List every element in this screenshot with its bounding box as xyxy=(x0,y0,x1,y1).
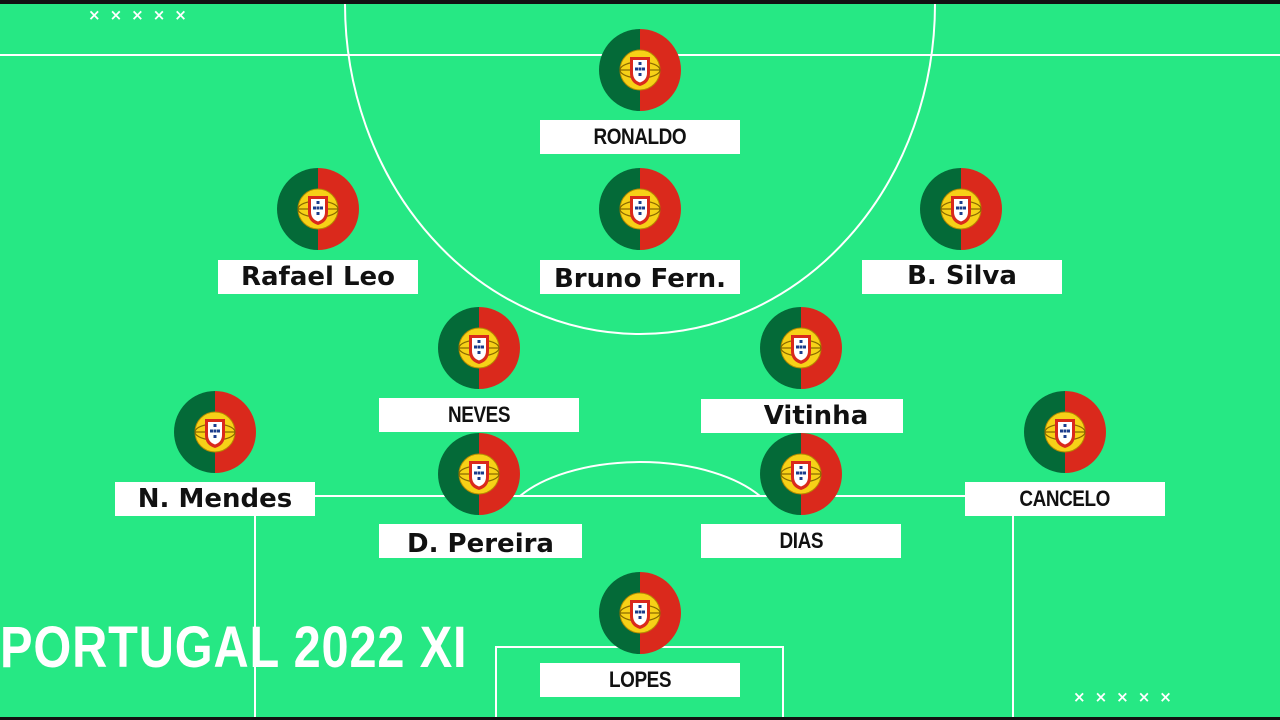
portugal-flag-icon xyxy=(920,168,1002,250)
portugal-flag-icon xyxy=(277,168,359,250)
portugal-flag-icon xyxy=(438,433,520,515)
bottom-border xyxy=(0,717,1280,720)
player-label-bernardo-silva: B. Silva xyxy=(862,260,1062,294)
player-label-vitinha: Vitinha xyxy=(701,399,903,433)
decorative-crosses-bottom: ××××× xyxy=(1073,688,1181,706)
portugal-flag-icon xyxy=(599,168,681,250)
decorative-crosses-top: ××××× xyxy=(88,6,196,24)
player-label-lopes: LOPES xyxy=(540,663,740,697)
portugal-flag-icon xyxy=(760,307,842,389)
player-label-neves: NEVES xyxy=(379,398,579,432)
penalty-arc xyxy=(519,461,761,497)
player-label-bruno-fernandes: Bruno Fern. xyxy=(540,260,740,294)
portugal-flag-icon xyxy=(599,29,681,111)
player-label-danilo-pereira: D. Pereira xyxy=(379,524,582,559)
center-circle xyxy=(344,3,936,335)
player-label-nuno-mendes: N. Mendes xyxy=(115,482,315,516)
portugal-flag-icon xyxy=(1024,391,1106,473)
top-border xyxy=(0,0,1280,4)
portugal-flag-icon xyxy=(174,391,256,473)
player-label-cancelo: CANCELO xyxy=(965,482,1165,516)
portugal-flag-icon xyxy=(438,307,520,389)
player-label-dias: DIAS xyxy=(701,524,901,558)
portugal-flag-icon xyxy=(599,572,681,654)
portugal-flag-icon xyxy=(760,433,842,515)
page-title: PORTUGAL 2022 XI xyxy=(0,615,468,680)
player-label-rafael-leao: Rafael Leo xyxy=(218,260,418,294)
player-label-ronaldo: RONALDO xyxy=(540,120,740,154)
